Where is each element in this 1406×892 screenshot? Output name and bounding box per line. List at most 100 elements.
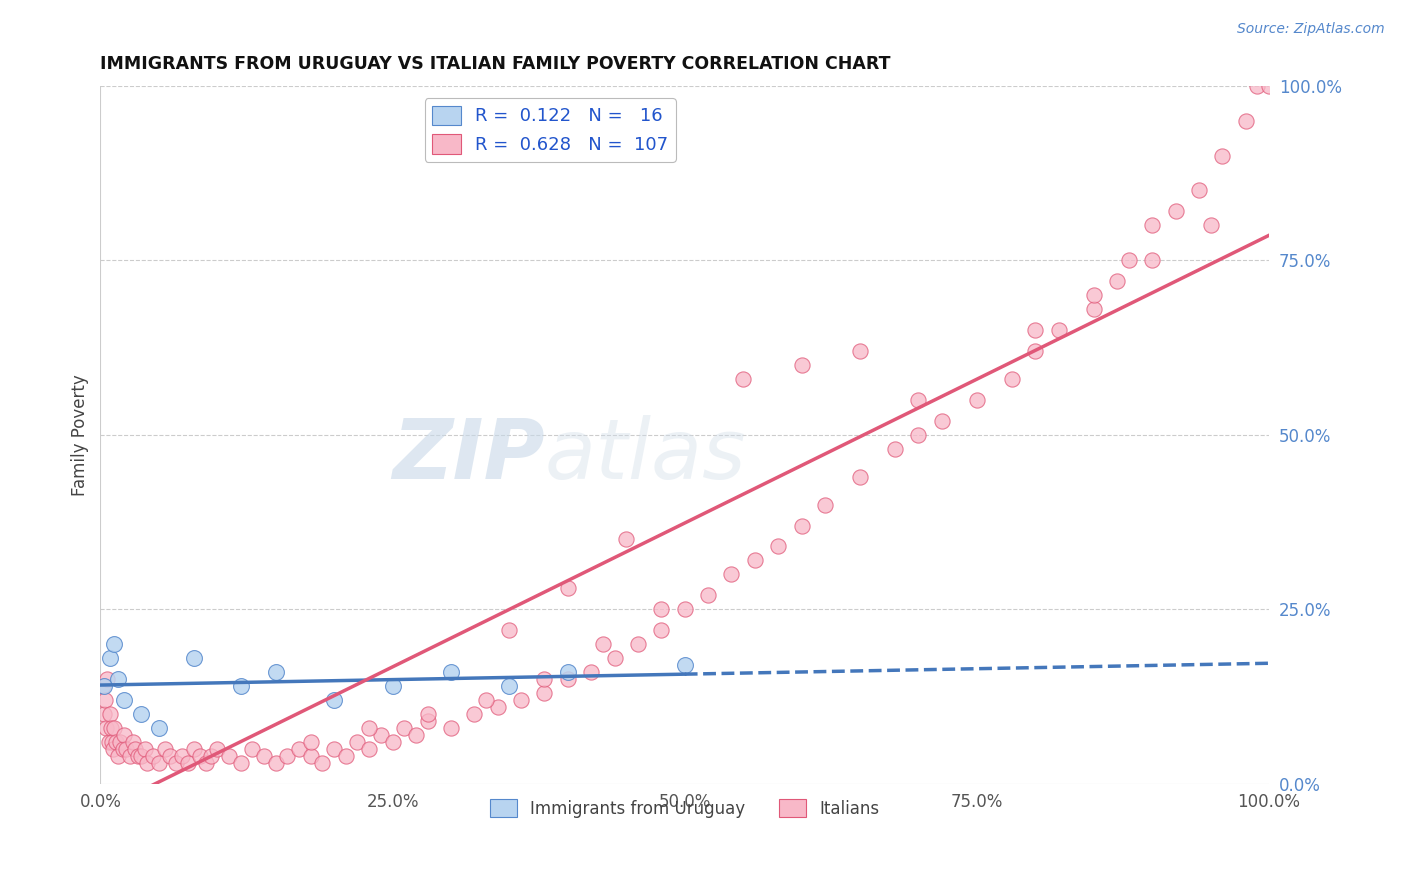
Point — [673, 658, 696, 673]
Point — [849, 469, 872, 483]
Point — [98, 651, 121, 665]
Point — [205, 742, 228, 756]
Point — [288, 742, 311, 756]
Point — [744, 553, 766, 567]
Point — [264, 665, 287, 679]
Point — [188, 748, 211, 763]
Point — [416, 714, 439, 728]
Point — [148, 756, 170, 770]
Point — [557, 672, 579, 686]
Point — [359, 721, 381, 735]
Point — [1083, 302, 1105, 317]
Point — [264, 756, 287, 770]
Point — [440, 721, 463, 735]
Point — [323, 693, 346, 707]
Point — [1234, 113, 1257, 128]
Point — [370, 728, 392, 742]
Point — [101, 735, 124, 749]
Point — [98, 706, 121, 721]
Point — [335, 748, 357, 763]
Point — [103, 721, 125, 735]
Point — [720, 567, 742, 582]
Point — [614, 533, 637, 547]
Point — [142, 748, 165, 763]
Point — [107, 748, 129, 763]
Point — [557, 582, 579, 596]
Point — [463, 706, 485, 721]
Point — [93, 706, 115, 721]
Point — [177, 756, 200, 770]
Point — [1024, 323, 1046, 337]
Point — [884, 442, 907, 456]
Point — [1047, 323, 1070, 337]
Point — [603, 651, 626, 665]
Point — [510, 693, 533, 707]
Point — [790, 358, 813, 372]
Point — [299, 748, 322, 763]
Point — [218, 748, 240, 763]
Point — [966, 392, 988, 407]
Point — [96, 721, 118, 735]
Point — [96, 672, 118, 686]
Point — [91, 679, 114, 693]
Point — [627, 637, 650, 651]
Y-axis label: Family Poverty: Family Poverty — [72, 374, 89, 496]
Point — [194, 756, 217, 770]
Point — [650, 623, 672, 637]
Point — [118, 748, 141, 763]
Point — [115, 742, 138, 756]
Point — [440, 665, 463, 679]
Point — [129, 748, 152, 763]
Point — [1024, 344, 1046, 359]
Point — [592, 637, 614, 651]
Point — [1199, 219, 1222, 233]
Point — [165, 756, 187, 770]
Point — [94, 693, 117, 707]
Point — [148, 721, 170, 735]
Point — [311, 756, 333, 770]
Point — [1140, 219, 1163, 233]
Point — [931, 414, 953, 428]
Point — [766, 540, 789, 554]
Point — [183, 742, 205, 756]
Point — [1164, 204, 1187, 219]
Point — [1246, 78, 1268, 93]
Point — [1258, 78, 1281, 93]
Point — [104, 735, 127, 749]
Point — [240, 742, 263, 756]
Point — [253, 748, 276, 763]
Point — [790, 518, 813, 533]
Point — [579, 665, 602, 679]
Point — [229, 756, 252, 770]
Point — [127, 748, 149, 763]
Point — [907, 427, 929, 442]
Point — [323, 742, 346, 756]
Point — [486, 700, 509, 714]
Point — [1118, 253, 1140, 268]
Point — [650, 602, 672, 616]
Point — [907, 392, 929, 407]
Point — [112, 693, 135, 707]
Point — [533, 686, 555, 700]
Point — [153, 742, 176, 756]
Point — [557, 665, 579, 679]
Point — [107, 672, 129, 686]
Point — [1211, 148, 1233, 162]
Point — [392, 721, 415, 735]
Legend: Immigrants from Uruguay, Italians: Immigrants from Uruguay, Italians — [484, 792, 886, 824]
Point — [381, 679, 404, 693]
Point — [849, 344, 872, 359]
Point — [129, 706, 152, 721]
Point — [1001, 372, 1024, 386]
Point — [97, 735, 120, 749]
Point — [475, 693, 498, 707]
Point — [276, 748, 298, 763]
Point — [733, 372, 755, 386]
Point — [100, 721, 122, 735]
Point — [381, 735, 404, 749]
Point — [299, 735, 322, 749]
Point — [416, 706, 439, 721]
Point — [112, 728, 135, 742]
Point — [172, 748, 194, 763]
Point — [93, 679, 115, 693]
